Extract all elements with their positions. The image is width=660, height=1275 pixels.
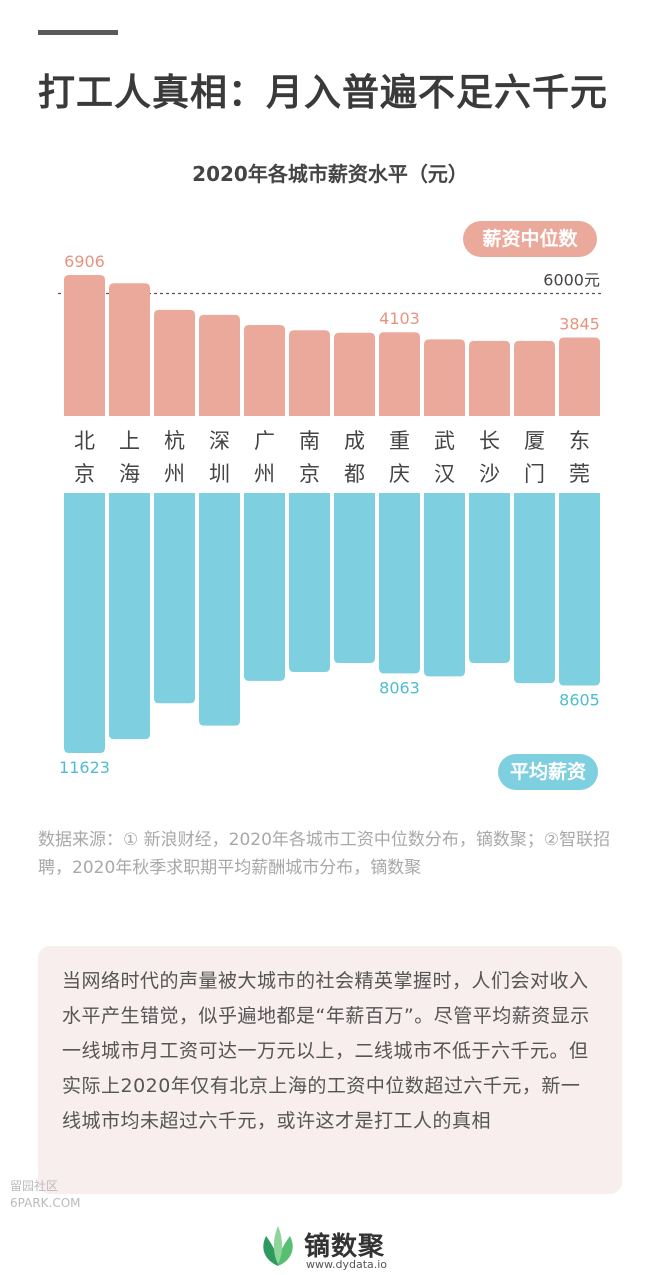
average-value-label: 11623 (59, 758, 110, 777)
city-label: 州 (164, 462, 185, 486)
city-label: 京 (299, 462, 320, 486)
average-bar (469, 493, 510, 664)
median-bar (64, 275, 105, 416)
average-bar (154, 493, 195, 704)
average-bar (514, 493, 555, 684)
average-bar (289, 493, 330, 672)
forum-watermark: 留园社区 6PARK.COM (10, 1178, 81, 1212)
city-label: 广 (254, 429, 275, 453)
city-label: 厦 (524, 429, 545, 453)
city-label: 深 (209, 429, 230, 453)
title-accent-rule (38, 30, 118, 35)
median-bar (289, 330, 330, 416)
average-bar (244, 493, 285, 681)
city-label: 沙 (479, 462, 500, 486)
median-bar (424, 339, 465, 416)
chart-title: 2020年各城市薪资水平（元） (192, 162, 468, 186)
median-bar (334, 332, 375, 416)
city-label: 上 (119, 429, 140, 453)
median-value-label: 6906 (64, 252, 105, 271)
median-bar (154, 309, 195, 416)
average-bar (64, 493, 105, 753)
median-bar (559, 337, 600, 416)
legend-median-badge: 薪资中位数 (463, 221, 597, 257)
average-bar (379, 493, 420, 674)
median-bar (199, 314, 240, 416)
forum-name: 留园社区 (10, 1179, 59, 1193)
median-bar (469, 340, 510, 416)
city-label: 莞 (569, 462, 590, 486)
median-value-label: 3845 (559, 314, 600, 333)
city-label: 海 (119, 462, 140, 486)
reference-line-label: 6000元 (543, 270, 600, 289)
median-bar (379, 332, 420, 416)
average-bar (424, 493, 465, 677)
brand-logo: 镝数聚 www.dydata.io (258, 1222, 418, 1272)
data-source-note: 数据来源：① 新浪财经，2020年各城市工资中位数分布，镝数聚；②智联招聘，20… (38, 830, 611, 878)
city-label: 京 (74, 462, 95, 486)
brand-url: www.dydata.io (306, 1258, 388, 1271)
city-label: 武 (434, 429, 455, 453)
page-title: 打工人真相：月入普遍不足六千元 (38, 71, 608, 114)
city-label: 南 (299, 429, 320, 453)
median-value-label: 4103 (379, 309, 420, 328)
average-value-label: 8605 (559, 690, 600, 709)
median-bar (109, 283, 150, 416)
city-label: 杭 (164, 429, 185, 453)
legend-average-badge: 平均薪资 (498, 754, 598, 790)
forum-domain: 6PARK.COM (10, 1196, 81, 1210)
city-label: 重 (389, 429, 410, 453)
average-value-label: 8063 (379, 678, 420, 697)
city-label: 门 (524, 462, 545, 486)
city-label: 州 (254, 462, 275, 486)
city-label: 都 (344, 462, 365, 486)
average-bar (109, 493, 150, 740)
median-bar (514, 340, 555, 416)
average-bar (334, 493, 375, 664)
commentary-text: 当网络时代的声量被大城市的社会精英掌握时，人们会对收入水平产生错觉，似乎遍地都是… (62, 970, 590, 1132)
city-label: 北 (74, 429, 95, 453)
city-label: 圳 (209, 462, 230, 486)
average-bar (199, 493, 240, 726)
city-label: 庆 (389, 462, 410, 486)
salary-chart: 6000元北京690611623上海杭州深圳广州南京成都重庆41038063武汉… (58, 252, 604, 777)
leaf-logo-icon (263, 1226, 293, 1266)
commentary-box: 当网络时代的声量被大城市的社会精英掌握时，人们会对收入水平产生错觉，似乎遍地都是… (38, 946, 622, 1194)
city-label: 成 (344, 429, 365, 453)
city-label: 东 (569, 429, 590, 453)
city-label: 汉 (434, 462, 455, 486)
brand-name: 镝数聚 (304, 1232, 386, 1262)
median-bar (244, 324, 285, 416)
average-bar (559, 493, 600, 686)
city-label: 长 (479, 429, 500, 453)
